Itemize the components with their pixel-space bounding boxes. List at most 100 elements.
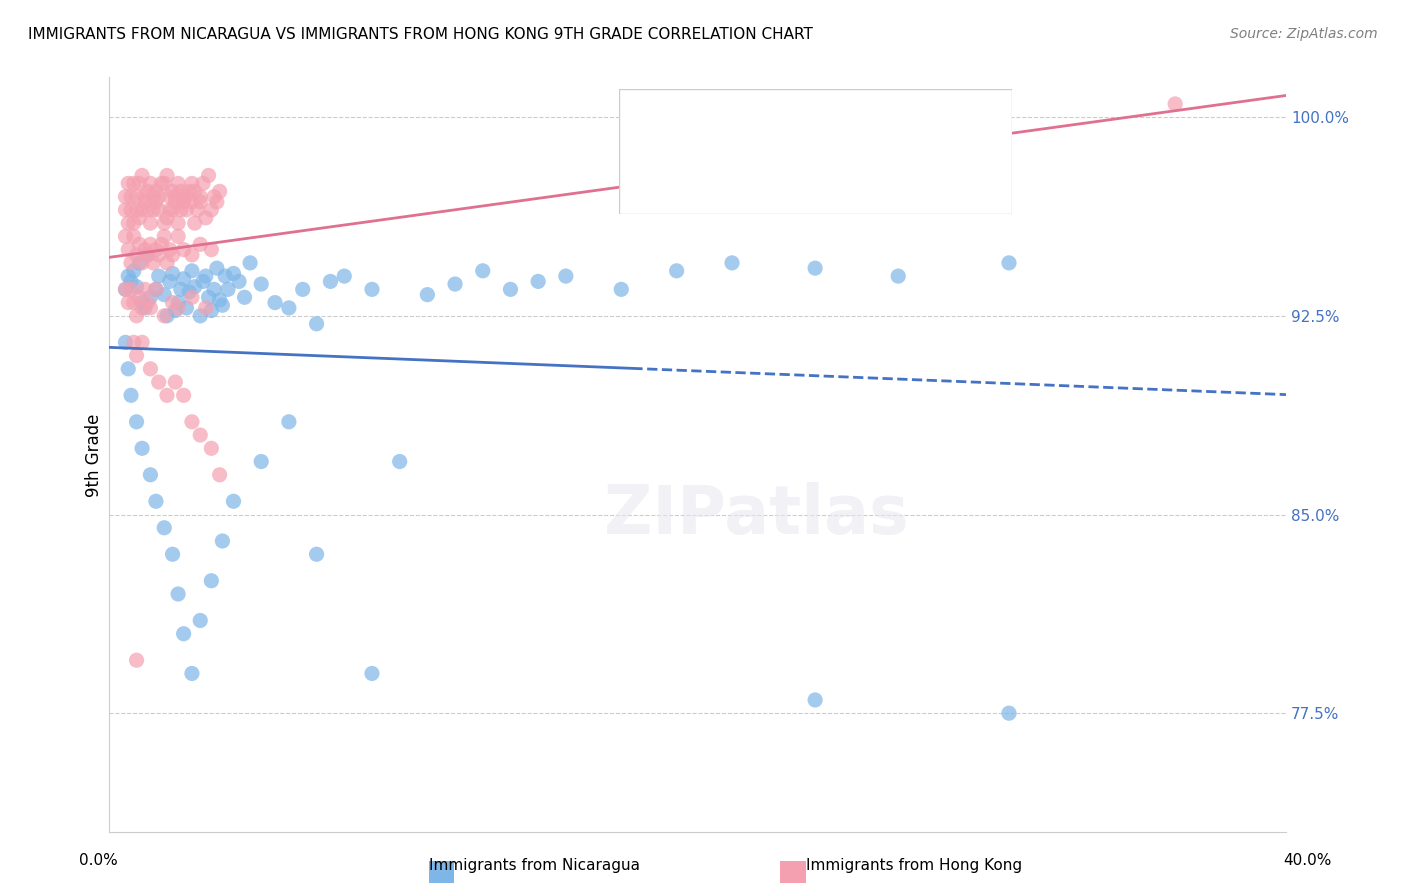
Point <box>173 626 195 640</box>
Point <box>139 177 162 191</box>
Point <box>156 169 179 183</box>
Point <box>998 256 1021 270</box>
Point <box>134 282 156 296</box>
Point <box>122 295 145 310</box>
Point <box>162 295 184 310</box>
Point <box>179 185 201 199</box>
Point <box>139 290 162 304</box>
Point <box>128 237 150 252</box>
Point <box>416 287 439 301</box>
Point <box>183 216 205 230</box>
Point <box>131 169 153 183</box>
Point <box>205 261 228 276</box>
Point <box>170 202 193 217</box>
Y-axis label: 9th Grade: 9th Grade <box>86 413 103 497</box>
Point <box>173 388 195 402</box>
Point <box>170 282 193 296</box>
Point <box>217 282 239 296</box>
Point <box>159 189 181 203</box>
Point <box>222 267 245 281</box>
Point <box>117 216 139 230</box>
Point <box>188 189 211 203</box>
Text: R =: R = <box>706 170 741 188</box>
Point <box>183 185 205 199</box>
Point <box>167 229 190 244</box>
Point <box>114 202 136 217</box>
Point <box>291 282 314 296</box>
Point <box>167 295 190 310</box>
Point <box>159 202 181 217</box>
Point <box>173 243 195 257</box>
Point <box>167 177 190 191</box>
Point <box>125 415 148 429</box>
Point <box>527 274 550 288</box>
Point <box>194 211 217 225</box>
Point <box>125 189 148 203</box>
Point <box>131 335 153 350</box>
Point <box>145 494 167 508</box>
Point <box>194 269 217 284</box>
Bar <box>630 159 689 199</box>
Point <box>361 282 384 296</box>
Point <box>122 229 145 244</box>
Text: 0.0%: 0.0% <box>79 854 118 868</box>
Point <box>150 177 173 191</box>
Point <box>200 243 222 257</box>
Point <box>305 547 328 561</box>
Point <box>211 298 233 312</box>
Point <box>114 335 136 350</box>
Point <box>117 269 139 284</box>
Point <box>208 185 231 199</box>
Point <box>305 317 328 331</box>
Point <box>181 666 204 681</box>
Point <box>194 301 217 315</box>
Point <box>153 216 176 230</box>
Point <box>114 189 136 203</box>
Point <box>134 194 156 209</box>
Point <box>122 264 145 278</box>
Text: N =: N = <box>875 112 911 130</box>
Point <box>233 290 256 304</box>
Text: 0.049: 0.049 <box>785 112 841 130</box>
Point <box>804 261 827 276</box>
Point <box>117 177 139 191</box>
Point <box>200 574 222 588</box>
Text: Source: ZipAtlas.com: Source: ZipAtlas.com <box>1230 27 1378 41</box>
Point <box>162 202 184 217</box>
Point <box>148 202 170 217</box>
Point <box>122 335 145 350</box>
Text: 40.0%: 40.0% <box>1284 854 1331 868</box>
Point <box>361 666 384 681</box>
Point <box>202 282 225 296</box>
Point <box>136 185 159 199</box>
Point <box>142 202 165 217</box>
Point <box>181 264 204 278</box>
Bar <box>630 102 689 142</box>
Point <box>200 202 222 217</box>
Point <box>131 256 153 270</box>
Point <box>665 264 688 278</box>
Point <box>208 467 231 482</box>
Point <box>181 248 204 262</box>
Point <box>200 303 222 318</box>
Point <box>134 243 156 257</box>
Point <box>125 349 148 363</box>
Point <box>117 361 139 376</box>
Point <box>153 229 176 244</box>
Point <box>188 428 211 442</box>
Point <box>136 202 159 217</box>
Point <box>120 388 142 402</box>
Point <box>228 274 250 288</box>
Point <box>202 189 225 203</box>
Point <box>122 216 145 230</box>
Point <box>222 494 245 508</box>
Point <box>191 177 214 191</box>
Point <box>114 229 136 244</box>
Point <box>183 279 205 293</box>
Point <box>887 269 910 284</box>
Point <box>239 256 262 270</box>
Point <box>214 269 236 284</box>
Point <box>499 282 522 296</box>
Text: R =: R = <box>706 112 741 130</box>
Point <box>156 388 179 402</box>
